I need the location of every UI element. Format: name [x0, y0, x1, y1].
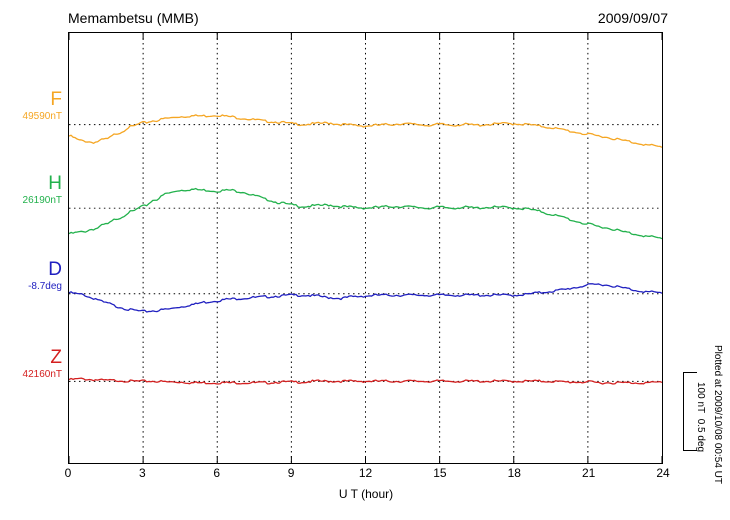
scale-bar-label: 100 nT 0.5 deg [695, 382, 706, 453]
x-tick-label: 6 [213, 466, 221, 480]
plot-svg [69, 33, 662, 463]
x-tick-label: 3 [139, 466, 146, 480]
chart-date: 2009/09/07 [597, 10, 668, 26]
component-symbol: H [48, 173, 62, 194]
x-axis-title: U T (hour) [338, 487, 394, 501]
plot-area [68, 32, 663, 464]
plotted-at-label: Plotted at 2009/10/08 00:54 UT [712, 345, 723, 484]
component-baseline-value: 26190nT [22, 195, 62, 206]
component-label-d: D -8.7deg [4, 260, 62, 293]
component-label-z: Z 42160nT [4, 348, 62, 381]
component-symbol: D [48, 259, 62, 280]
component-label-f: F 49590nT [4, 90, 62, 123]
component-symbol: F [50, 89, 62, 110]
x-tick-label: 9 [287, 466, 295, 480]
x-tick-label: 18 [507, 466, 521, 480]
page-title: Memambetsu (MMB) [68, 10, 199, 26]
component-label-h: H 26190nT [4, 174, 62, 207]
scale-bar [683, 372, 703, 451]
x-tick-label: 0 [64, 466, 72, 480]
x-tick-label: 12 [358, 466, 373, 480]
component-symbol: Z [50, 347, 62, 368]
x-tick-label: 15 [433, 466, 447, 480]
component-baseline-value: 42160nT [22, 369, 62, 380]
x-tick-label: 21 [581, 466, 596, 480]
component-baseline-value: -8.7deg [28, 281, 62, 292]
x-tick-label: 24 [656, 466, 670, 480]
component-baseline-value: 49590nT [22, 111, 62, 122]
